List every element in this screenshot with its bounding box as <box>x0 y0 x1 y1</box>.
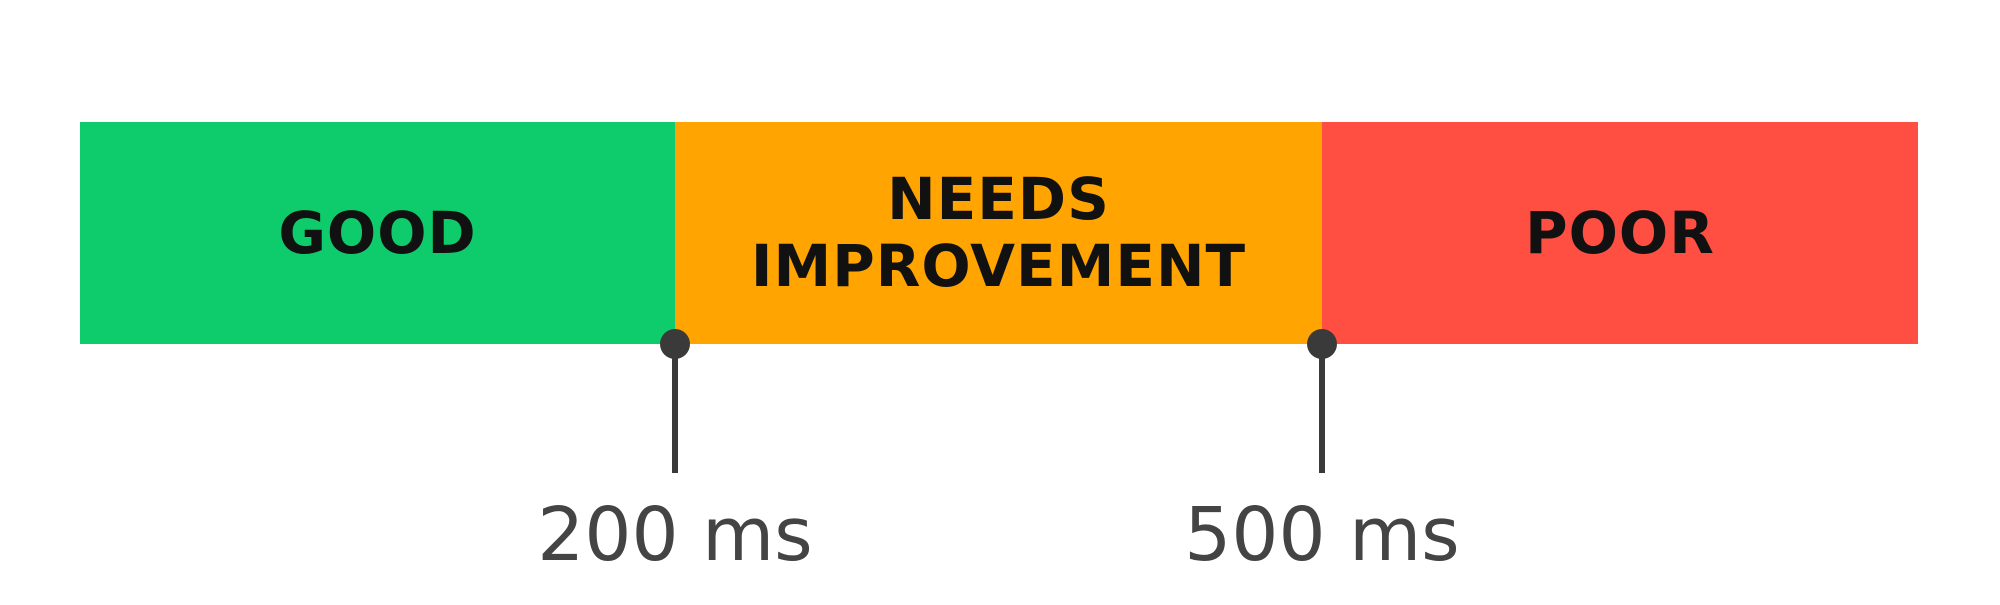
segment-poor: POOR <box>1322 122 1918 344</box>
threshold-marker-500 <box>1305 329 1339 475</box>
segment-poor-label: POOR <box>1525 198 1715 267</box>
threshold-marker-stem <box>1319 347 1325 473</box>
threshold-marker-200 <box>658 329 692 475</box>
segment-needs-improvement: NEEDS IMPROVEMENT <box>675 122 1322 344</box>
rating-bar: GOOD NEEDS IMPROVEMENT POOR <box>80 122 1918 344</box>
segment-needs-improvement-label: NEEDS IMPROVEMENT <box>750 165 1247 300</box>
threshold-label-500: 500 ms <box>1184 492 1460 578</box>
segment-good: GOOD <box>80 122 675 344</box>
threshold-label-200: 200 ms <box>537 492 813 578</box>
segment-good-label: GOOD <box>278 198 477 267</box>
threshold-marker-stem <box>672 347 678 473</box>
